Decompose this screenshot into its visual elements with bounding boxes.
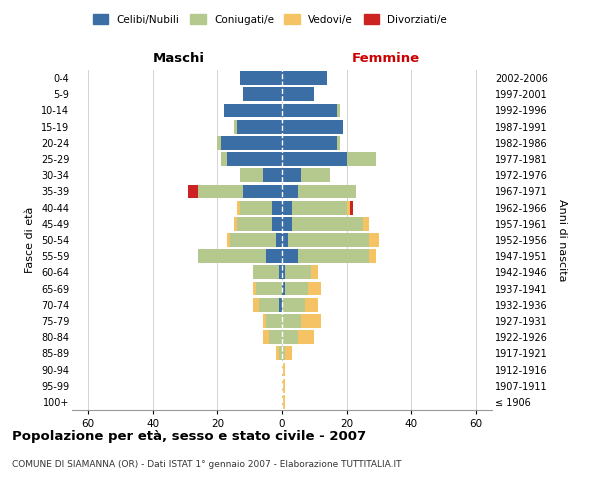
Bar xyxy=(292,217,363,230)
Bar xyxy=(263,168,282,182)
Bar xyxy=(282,379,285,392)
Bar xyxy=(282,200,292,214)
Text: COMUNE DI SIAMANNA (OR) - Dati ISTAT 1° gennaio 2007 - Elaborazione TUTTITALIA.I: COMUNE DI SIAMANNA (OR) - Dati ISTAT 1° … xyxy=(12,460,401,469)
Legend: Celibi/Nubili, Coniugati/e, Vedovi/e, Divorziati/e: Celibi/Nubili, Coniugati/e, Vedovi/e, Di… xyxy=(89,10,451,29)
Bar xyxy=(282,168,301,182)
Bar xyxy=(350,200,353,214)
Bar xyxy=(282,346,285,360)
Bar xyxy=(282,314,301,328)
Bar xyxy=(282,152,347,166)
Bar xyxy=(237,120,282,134)
Bar xyxy=(188,184,198,198)
Y-axis label: Anni di nascita: Anni di nascita xyxy=(557,198,567,281)
Bar xyxy=(301,168,331,182)
Bar xyxy=(282,88,314,101)
Bar xyxy=(285,266,311,280)
Bar xyxy=(282,184,298,198)
Text: Popolazione per età, sesso e stato civile - 2007: Popolazione per età, sesso e stato civil… xyxy=(12,430,366,443)
Bar xyxy=(279,346,282,360)
Bar xyxy=(240,71,282,85)
Bar xyxy=(282,362,285,376)
Bar xyxy=(263,314,266,328)
Bar xyxy=(305,298,317,312)
Bar xyxy=(282,266,285,280)
Bar xyxy=(298,330,314,344)
Bar xyxy=(233,120,237,134)
Bar xyxy=(240,200,272,214)
Bar xyxy=(282,136,337,149)
Bar xyxy=(292,200,347,214)
Bar xyxy=(240,168,263,182)
Bar xyxy=(301,314,321,328)
Bar xyxy=(243,184,282,198)
Bar xyxy=(263,330,269,344)
Bar xyxy=(289,233,369,247)
Bar xyxy=(282,104,337,118)
Bar xyxy=(221,152,227,166)
Bar xyxy=(282,120,343,134)
Bar xyxy=(279,298,282,312)
Bar xyxy=(282,217,292,230)
Bar xyxy=(275,233,282,247)
Bar xyxy=(198,184,243,198)
Bar xyxy=(266,250,282,263)
Text: Femmine: Femmine xyxy=(352,52,419,65)
Bar xyxy=(337,104,340,118)
Bar xyxy=(282,330,298,344)
Bar xyxy=(230,233,275,247)
Bar xyxy=(266,314,282,328)
Text: Maschi: Maschi xyxy=(152,52,205,65)
Bar xyxy=(253,266,279,280)
Bar xyxy=(369,250,376,263)
Bar xyxy=(282,298,305,312)
Bar xyxy=(311,266,317,280)
Bar xyxy=(279,266,282,280)
Bar xyxy=(253,298,259,312)
Bar xyxy=(282,282,285,296)
Bar xyxy=(308,282,321,296)
Bar xyxy=(363,217,369,230)
Bar xyxy=(282,395,285,409)
Bar xyxy=(198,250,266,263)
Bar xyxy=(347,200,350,214)
Bar xyxy=(272,217,282,230)
Bar xyxy=(272,200,282,214)
Bar xyxy=(217,136,221,149)
Bar xyxy=(227,152,282,166)
Bar xyxy=(347,152,376,166)
Bar xyxy=(337,136,340,149)
Bar xyxy=(298,184,356,198)
Bar xyxy=(224,104,282,118)
Bar xyxy=(282,250,298,263)
Bar xyxy=(369,233,379,247)
Bar xyxy=(221,136,282,149)
Bar xyxy=(298,250,369,263)
Y-axis label: Fasce di età: Fasce di età xyxy=(25,207,35,273)
Bar xyxy=(282,233,289,247)
Bar xyxy=(237,200,240,214)
Bar xyxy=(269,330,282,344)
Bar xyxy=(243,88,282,101)
Bar xyxy=(237,217,272,230)
Bar xyxy=(256,282,282,296)
Bar xyxy=(285,282,308,296)
Bar xyxy=(233,217,237,230)
Bar xyxy=(259,298,279,312)
Bar xyxy=(227,233,230,247)
Bar xyxy=(282,71,327,85)
Bar xyxy=(253,282,256,296)
Bar xyxy=(285,346,292,360)
Bar xyxy=(275,346,279,360)
